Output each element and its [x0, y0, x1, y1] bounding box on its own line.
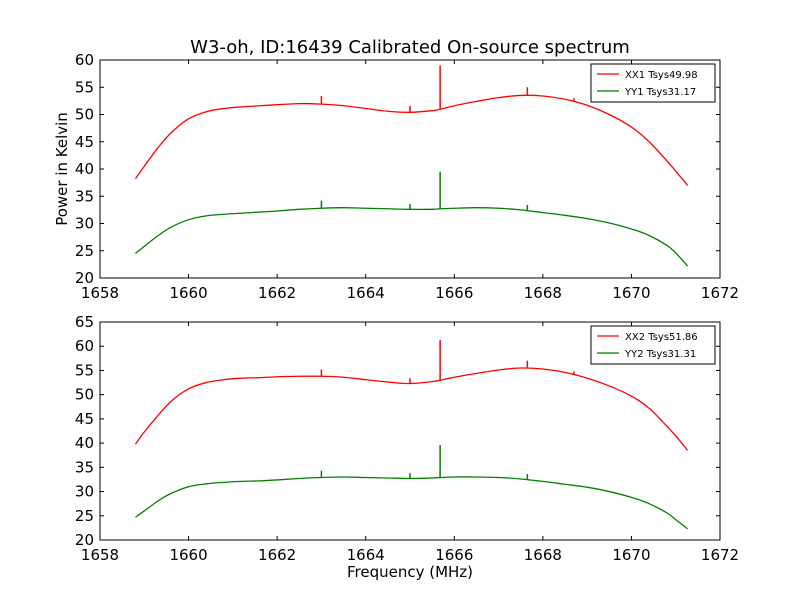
y-tick-label: 20 [75, 269, 94, 287]
y-tick-label: 35 [75, 187, 94, 205]
y-tick-label: 25 [75, 242, 94, 260]
series-2-group [135, 171, 689, 267]
y-tick-label: 65 [75, 313, 94, 331]
x-tick-label: 1658 [81, 284, 119, 302]
y-tick-label: 20 [75, 531, 94, 549]
y-tick-label: 30 [75, 215, 94, 233]
y-tick-label: 40 [75, 434, 94, 452]
y-tick-label: 45 [75, 410, 94, 428]
x-tick-label: 1658 [81, 546, 119, 564]
y-tick-label: 30 [75, 483, 94, 501]
x-tick-label: 1672 [701, 284, 739, 302]
legend-box [590, 325, 716, 365]
legend: XX1 Tsys49.98 YY1 Tsys31.17 [590, 63, 716, 103]
x-tick-label: 1668 [524, 284, 562, 302]
x-tick-label: 1660 [169, 284, 207, 302]
series-1-group [134, 65, 689, 186]
axes-frame [99, 321, 721, 541]
x-tick-label: 1664 [347, 546, 385, 564]
x-tick-label: 1664 [347, 284, 385, 302]
y-tick-label: 25 [75, 507, 94, 525]
x-tick-label: 1666 [435, 546, 473, 564]
series-2-group [135, 445, 689, 530]
figure-title: W3-oh, ID:16439 Calibrated On-source spe… [190, 37, 630, 58]
x-tick-label: 1670 [612, 546, 650, 564]
x-tick-label: 1672 [701, 546, 739, 564]
y-tick-label: 55 [75, 361, 94, 379]
y-axis-label: Power in Kelvin [53, 112, 71, 226]
y-tick-label: 50 [75, 106, 94, 124]
legend-label: XX2 Tsys51.86 [625, 332, 698, 343]
x-tick-label: 1662 [258, 546, 296, 564]
y-tick-label: 40 [75, 160, 94, 178]
legend-label: XX1 Tsys49.98 [625, 70, 698, 81]
x-tick-label: 1660 [169, 546, 207, 564]
x-tick-label: 1662 [258, 284, 296, 302]
legend: XX2 Tsys51.86 YY2 Tsys31.31 [590, 325, 716, 365]
legend-label: YY1 Tsys31.17 [624, 87, 696, 98]
x-tick-label: 1670 [612, 284, 650, 302]
series-line-2 [135, 476, 689, 530]
series-1-group [134, 339, 689, 451]
y-tick-label: 35 [75, 458, 94, 476]
legend-box [590, 63, 716, 103]
legend-label: YY2 Tsys31.31 [624, 349, 696, 360]
y-tick-label: 45 [75, 133, 94, 151]
y-tick-label: 55 [75, 78, 94, 96]
y-tick-label: 50 [75, 386, 94, 404]
bottom-spectrum-panel: 1658 1660 1662 1664 1666 1668 1670 1672 20 25 30 35… [75, 313, 739, 581]
x-axis-label: Frequency (MHz) [347, 563, 473, 581]
top-spectrum-panel: 1658 1660 1662 1664 1666 1668 1670 1672 20 25 30 35… [53, 51, 739, 302]
x-tick-label: 1668 [524, 546, 562, 564]
y-tick-label: 60 [75, 337, 94, 355]
x-tick-label: 1666 [435, 284, 473, 302]
y-tick-label: 60 [75, 51, 94, 69]
